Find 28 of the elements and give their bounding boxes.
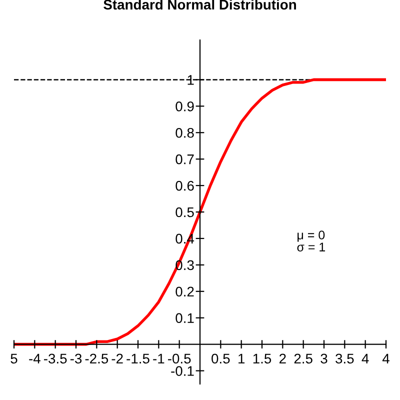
- y-tick-label: 0.5: [176, 207, 194, 218]
- x-tick-label: 1.5: [253, 354, 272, 364]
- x-tick-label: -3.5: [44, 354, 67, 364]
- x-tick-label: -1: [153, 354, 164, 364]
- y-tick-label: 0.9: [176, 101, 194, 112]
- y-tick-label: 0.7: [176, 154, 194, 164]
- y-tick-label: 0.6: [176, 180, 194, 191]
- x-tick-label: -0.5: [168, 354, 191, 364]
- annotation: μ = 0: [298, 230, 325, 242]
- x-tick-label: 2.5: [294, 354, 312, 364]
- x-tick-label: -2: [112, 354, 123, 364]
- x-tick-label: -1.5: [126, 354, 150, 364]
- x-tick-label: -3: [70, 354, 82, 364]
- x-tick-label: 3.5: [336, 354, 354, 364]
- x-tick-label: 1: [238, 354, 245, 364]
- x-tick-label: 4: [362, 354, 369, 364]
- x-tick-label: 0.5: [212, 354, 230, 364]
- y-tick-label: 0.2: [176, 286, 194, 297]
- y-tick-label: -0.1: [171, 366, 194, 376]
- x-tick-label: 2: [280, 354, 286, 364]
- x-tick-label: 5: [10, 354, 18, 364]
- x-tick-label: 3: [320, 354, 328, 364]
- y-tick-label: 0.1: [176, 313, 194, 324]
- x-tick-label: -4: [29, 354, 40, 364]
- y-tick-label: 0.8: [176, 128, 194, 138]
- x-tick-label: 4: [382, 354, 390, 364]
- annotation: σ = 1: [297, 242, 326, 252]
- x-tick-label: -2.5: [85, 354, 108, 364]
